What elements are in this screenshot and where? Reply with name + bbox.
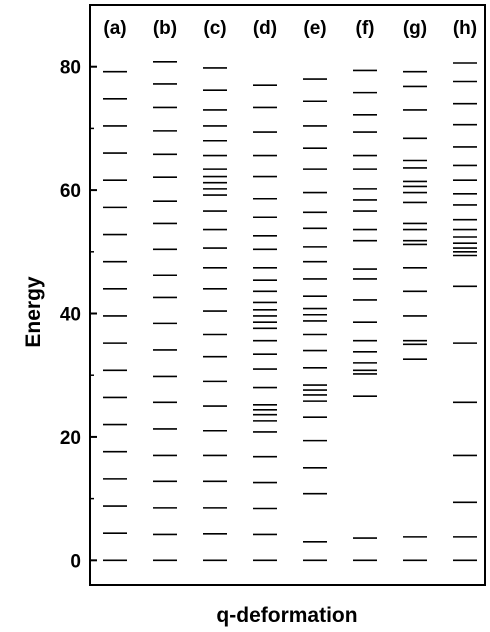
level-columns: (a) (b) (c) (d) (e) (f) (g) (h) — [103, 18, 477, 562]
y-tick-label: 60 — [60, 181, 81, 202]
column-label: (h) — [453, 18, 477, 39]
level-column: (e) — [303, 18, 327, 562]
column-label: (g) — [403, 18, 427, 39]
column-label: (a) — [103, 18, 126, 39]
column-label: (b) — [153, 18, 177, 39]
plot-border — [89, 4, 486, 586]
level-column: (b) — [153, 18, 177, 562]
y-tick-label: 80 — [60, 58, 81, 79]
column-label: (c) — [203, 18, 226, 39]
x-axis-title: q-deformation — [216, 604, 357, 627]
y-axis: 0 20 40 60 80 — [60, 58, 97, 572]
y-tick-label: 20 — [60, 428, 81, 449]
level-column: (a) — [103, 18, 127, 562]
y-tick-label: 0 — [70, 551, 81, 572]
y-tick-label: 40 — [60, 305, 81, 326]
level-column: (f) — [353, 18, 377, 562]
column-label: (f) — [356, 18, 375, 39]
level-column: (c) — [203, 18, 227, 562]
level-column: (g) — [403, 18, 427, 562]
column-label: (d) — [253, 18, 277, 39]
y-axis-title: Energy — [22, 276, 45, 348]
plot-frame — [89, 4, 486, 586]
level-column: (h) — [453, 18, 477, 562]
level-column: (d) — [253, 18, 277, 562]
column-label: (e) — [303, 18, 326, 39]
